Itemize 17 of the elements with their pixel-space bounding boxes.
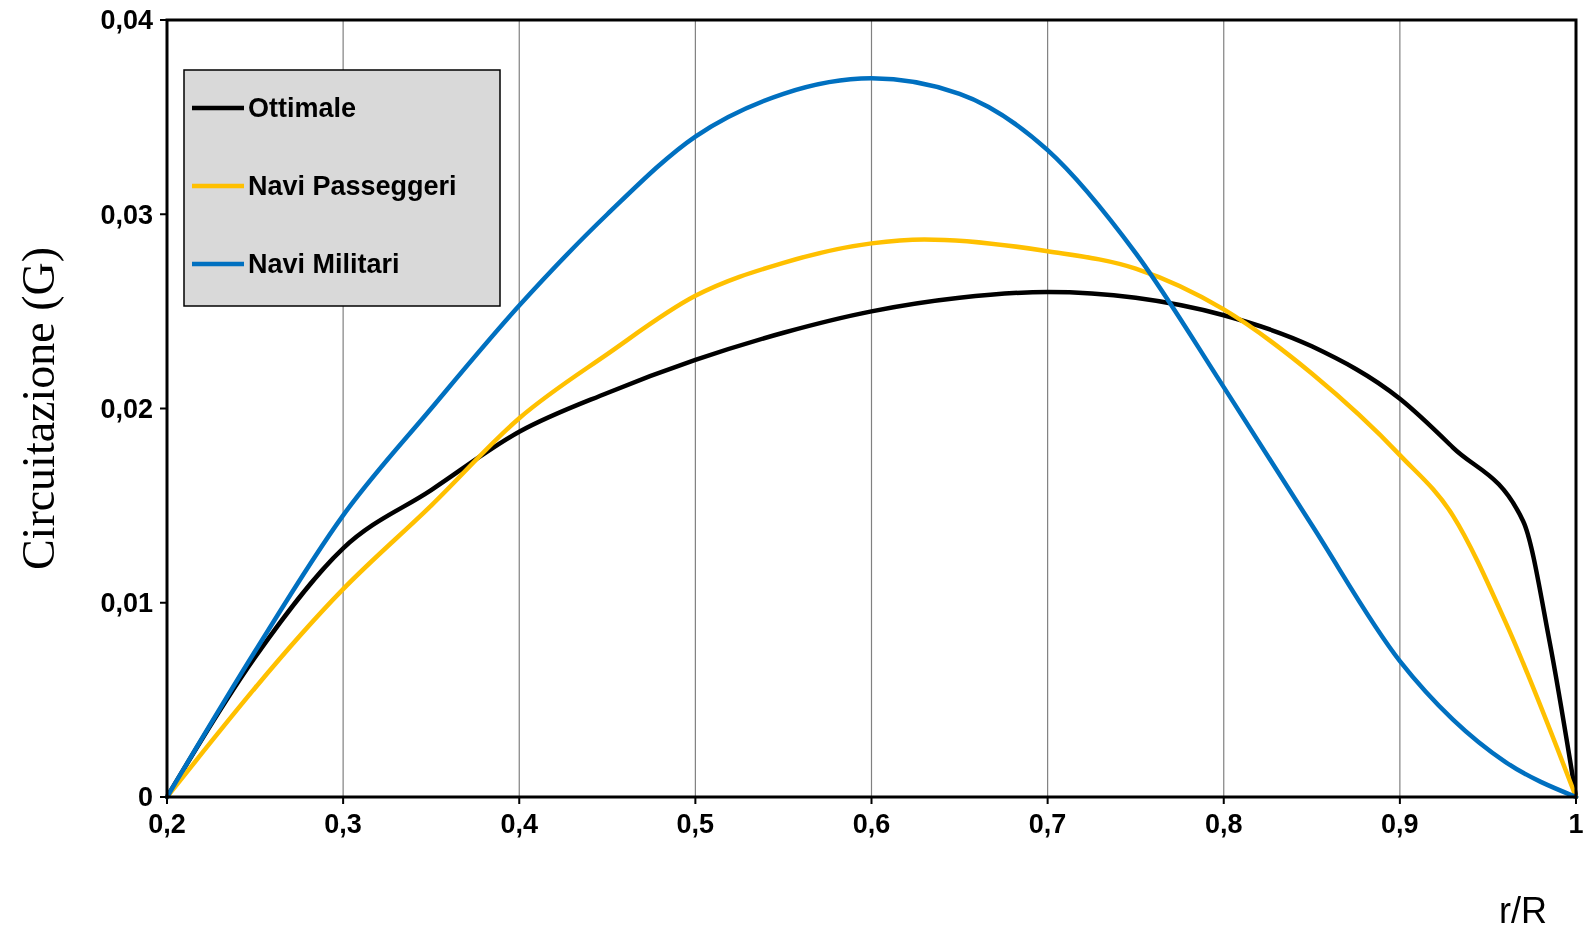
x-tick-label: 0,7 bbox=[1028, 809, 1067, 839]
x-tick-label: 1 bbox=[1568, 809, 1584, 839]
x-tick-label: 0,9 bbox=[1381, 809, 1419, 839]
x-axis-title: r/R bbox=[1499, 890, 1547, 931]
x-tick-label: 0,5 bbox=[676, 809, 715, 839]
legend-label: Navi Passeggeri bbox=[248, 171, 457, 202]
legend-label: Ottimale bbox=[248, 93, 357, 124]
y-tick-label: 0,02 bbox=[100, 393, 153, 424]
y-tick-label: 0,01 bbox=[100, 588, 153, 619]
x-tick-label: 0,3 bbox=[324, 809, 362, 839]
x-tick-label: 0,4 bbox=[500, 809, 539, 839]
x-tick-label: 0,8 bbox=[1204, 809, 1243, 839]
y-tick-label: 0,03 bbox=[100, 199, 153, 230]
legend-label: Navi Militari bbox=[248, 249, 400, 280]
x-tick-label: 0,6 bbox=[852, 809, 891, 839]
y-tick-label: 0,04 bbox=[100, 5, 153, 36]
y-axis-title: Circuitazione (G) bbox=[13, 246, 64, 571]
